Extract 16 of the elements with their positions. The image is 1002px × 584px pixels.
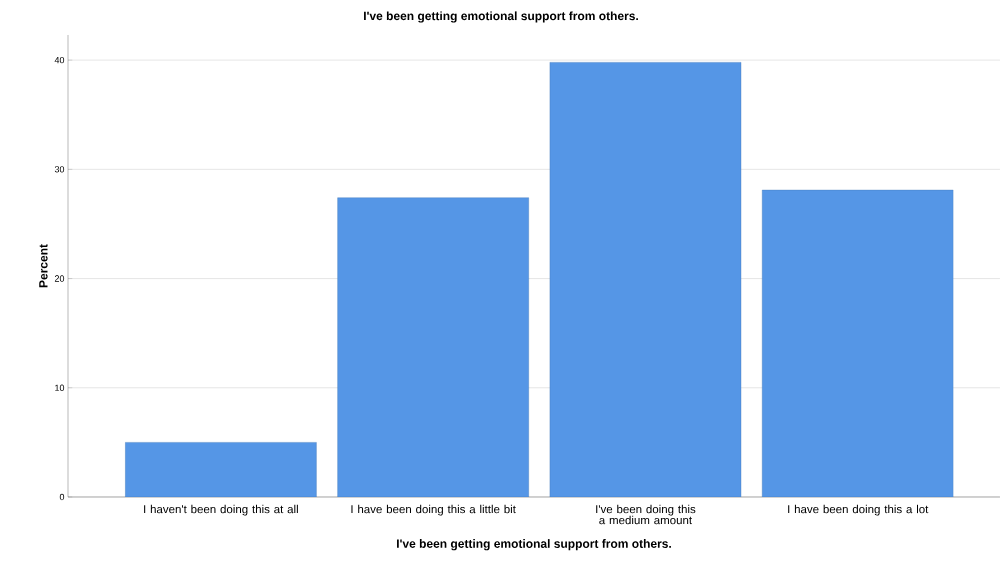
x-tick-label: I haven't been doing this at all xyxy=(144,504,298,516)
y-tick-label: 30 xyxy=(54,166,65,173)
bar xyxy=(762,189,954,497)
y-tick-label: 20 xyxy=(54,275,65,282)
x-axis-title: I've been getting emotional support from others. xyxy=(397,539,671,551)
bar xyxy=(549,62,742,497)
y-axis-title: Percent xyxy=(39,244,48,288)
x-tick-label: I have been doing this a lot xyxy=(788,504,929,516)
y-tick-label: 10 xyxy=(55,384,65,391)
bar xyxy=(337,197,529,497)
bar xyxy=(125,442,317,497)
x-tick-label: I have been doing this a little bit xyxy=(351,504,516,516)
x-tick-label: I've been doing this a medium amount xyxy=(596,504,696,525)
y-tick-label: 0 xyxy=(59,493,65,501)
y-tick-label: 40 xyxy=(54,56,65,64)
chart-title: I've been getting emotional support from others. xyxy=(364,11,638,23)
